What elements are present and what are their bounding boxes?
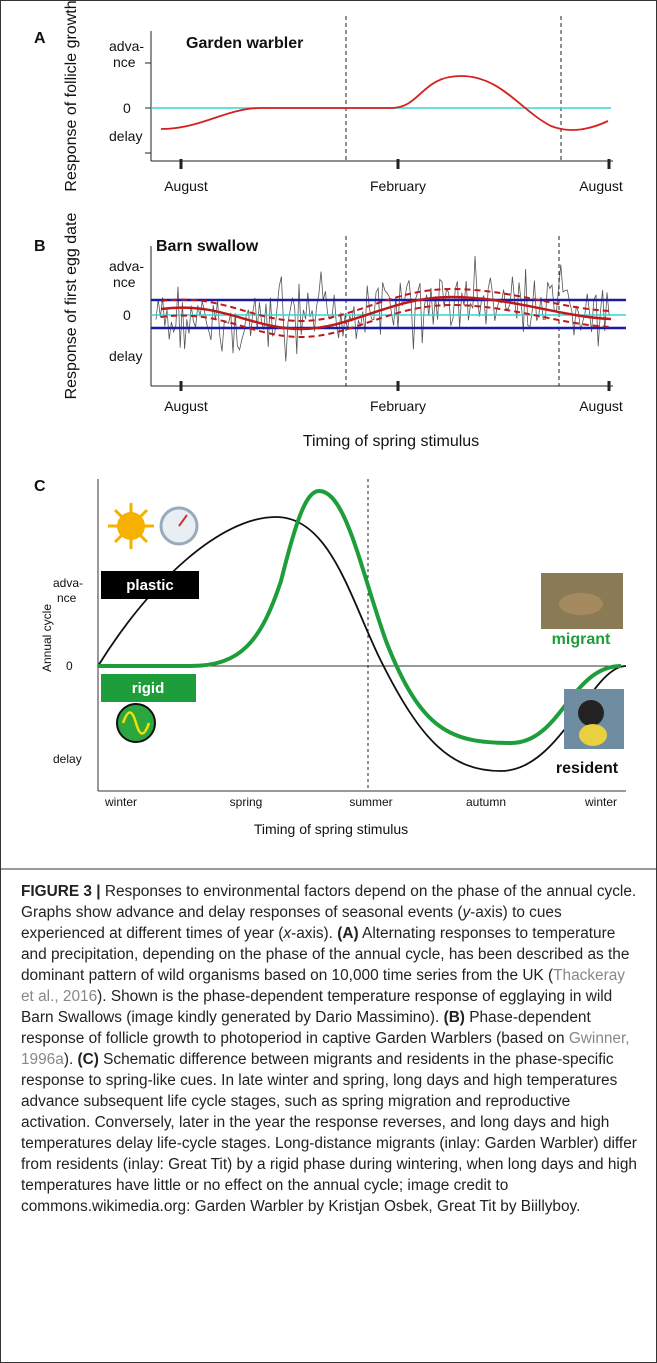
panel-label: C: [34, 478, 46, 495]
y-label: Annual cycle: [40, 604, 54, 672]
rigid-curve: [98, 488, 622, 746]
sun-icon: [108, 503, 154, 549]
x-tick: February: [370, 178, 426, 194]
bird: [579, 724, 607, 746]
dashed-line: [345, 16, 562, 161]
y-label: Response of follicle growth: [63, 1, 80, 192]
caption-text: Phase-dependent response of follicle gro…: [21, 1009, 591, 1047]
y-tick: 0: [66, 659, 73, 673]
y-tick: delay: [109, 348, 142, 364]
x-tick: August: [164, 178, 208, 194]
panel-label: B: [34, 238, 46, 255]
y-tick: nce: [57, 591, 77, 605]
y-tick: 0: [123, 100, 131, 116]
plastic-box: [101, 571, 199, 599]
panel-title: Barn swallow: [156, 238, 259, 255]
panel-title: Garden warbler: [186, 35, 303, 52]
caption-text: Alternating responses to temperature and…: [21, 925, 630, 984]
x-tick: winter: [584, 795, 617, 809]
bird: [578, 700, 604, 726]
migrant-label: migrant: [552, 631, 611, 648]
caption-text: Responses to environmental factors depen…: [21, 883, 637, 921]
noise-series: [155, 255, 610, 362]
ci-curve: [160, 287, 612, 323]
y-tick: adva-: [53, 576, 83, 590]
y-tick: nce: [113, 54, 136, 70]
caption-text: (C): [77, 1051, 99, 1068]
y-tick: adva-: [109, 38, 144, 54]
figure: A Garden warbler Response of follicle gr…: [1, 1, 656, 870]
caption: FIGURE 3 | Responses to environmental fa…: [21, 881, 639, 1217]
x-tick: August: [579, 398, 623, 414]
x-tick: August: [579, 178, 623, 194]
y-tick: adva-: [109, 258, 144, 274]
caption-label: FIGURE 3 |: [21, 883, 101, 900]
x-label: Timing of spring stimulus: [303, 433, 479, 450]
citation-link[interactable]: Gwinner, 1996a: [21, 1030, 630, 1068]
dashed-line: [345, 236, 560, 386]
panel-label: A: [34, 30, 46, 47]
caption-text: (A): [337, 925, 359, 942]
x-tick: summer: [349, 795, 392, 809]
y-label: Response of first egg date: [63, 213, 80, 400]
ci-curve: [160, 303, 612, 339]
citation-link[interactable]: Thackeray et al., 2016: [21, 967, 625, 1005]
caption-text: ).: [63, 1051, 78, 1068]
axes: [150, 246, 613, 391]
rigid-label: rigid: [132, 680, 165, 697]
x-tick: autumn: [466, 795, 506, 809]
resident-label: resident: [556, 760, 619, 777]
x-label: Timing of spring stimulus: [254, 821, 408, 837]
x-tick: February: [370, 398, 426, 414]
bird: [559, 593, 603, 615]
y-tick: nce: [113, 274, 136, 290]
caption-text: -axis).: [291, 925, 338, 942]
thermometer-icon: [159, 506, 199, 546]
y-tick: 0: [123, 307, 131, 323]
x-tick: winter: [104, 795, 137, 809]
caption-text: -axis) to cues experienced at different …: [21, 904, 562, 942]
axes: [145, 31, 613, 169]
plastic-label: plastic: [126, 577, 174, 594]
caption-text: y: [462, 904, 471, 921]
rigid-box: [101, 674, 196, 702]
y-tick: delay: [53, 752, 82, 766]
y-tick: delay: [109, 128, 142, 144]
rigid-icon: [116, 703, 156, 743]
x-tick: August: [164, 398, 208, 414]
x-tick: spring: [230, 795, 263, 809]
caption-text: x: [283, 925, 292, 942]
plastic-curve: [97, 516, 627, 772]
caption-text: ). Shown is the phase-dependent temperat…: [21, 988, 613, 1026]
caption-text: Schematic difference between migrants an…: [21, 1051, 637, 1215]
response-curve: [160, 75, 609, 131]
fit-curve: [160, 295, 612, 331]
caption-text: (B): [443, 1009, 465, 1026]
